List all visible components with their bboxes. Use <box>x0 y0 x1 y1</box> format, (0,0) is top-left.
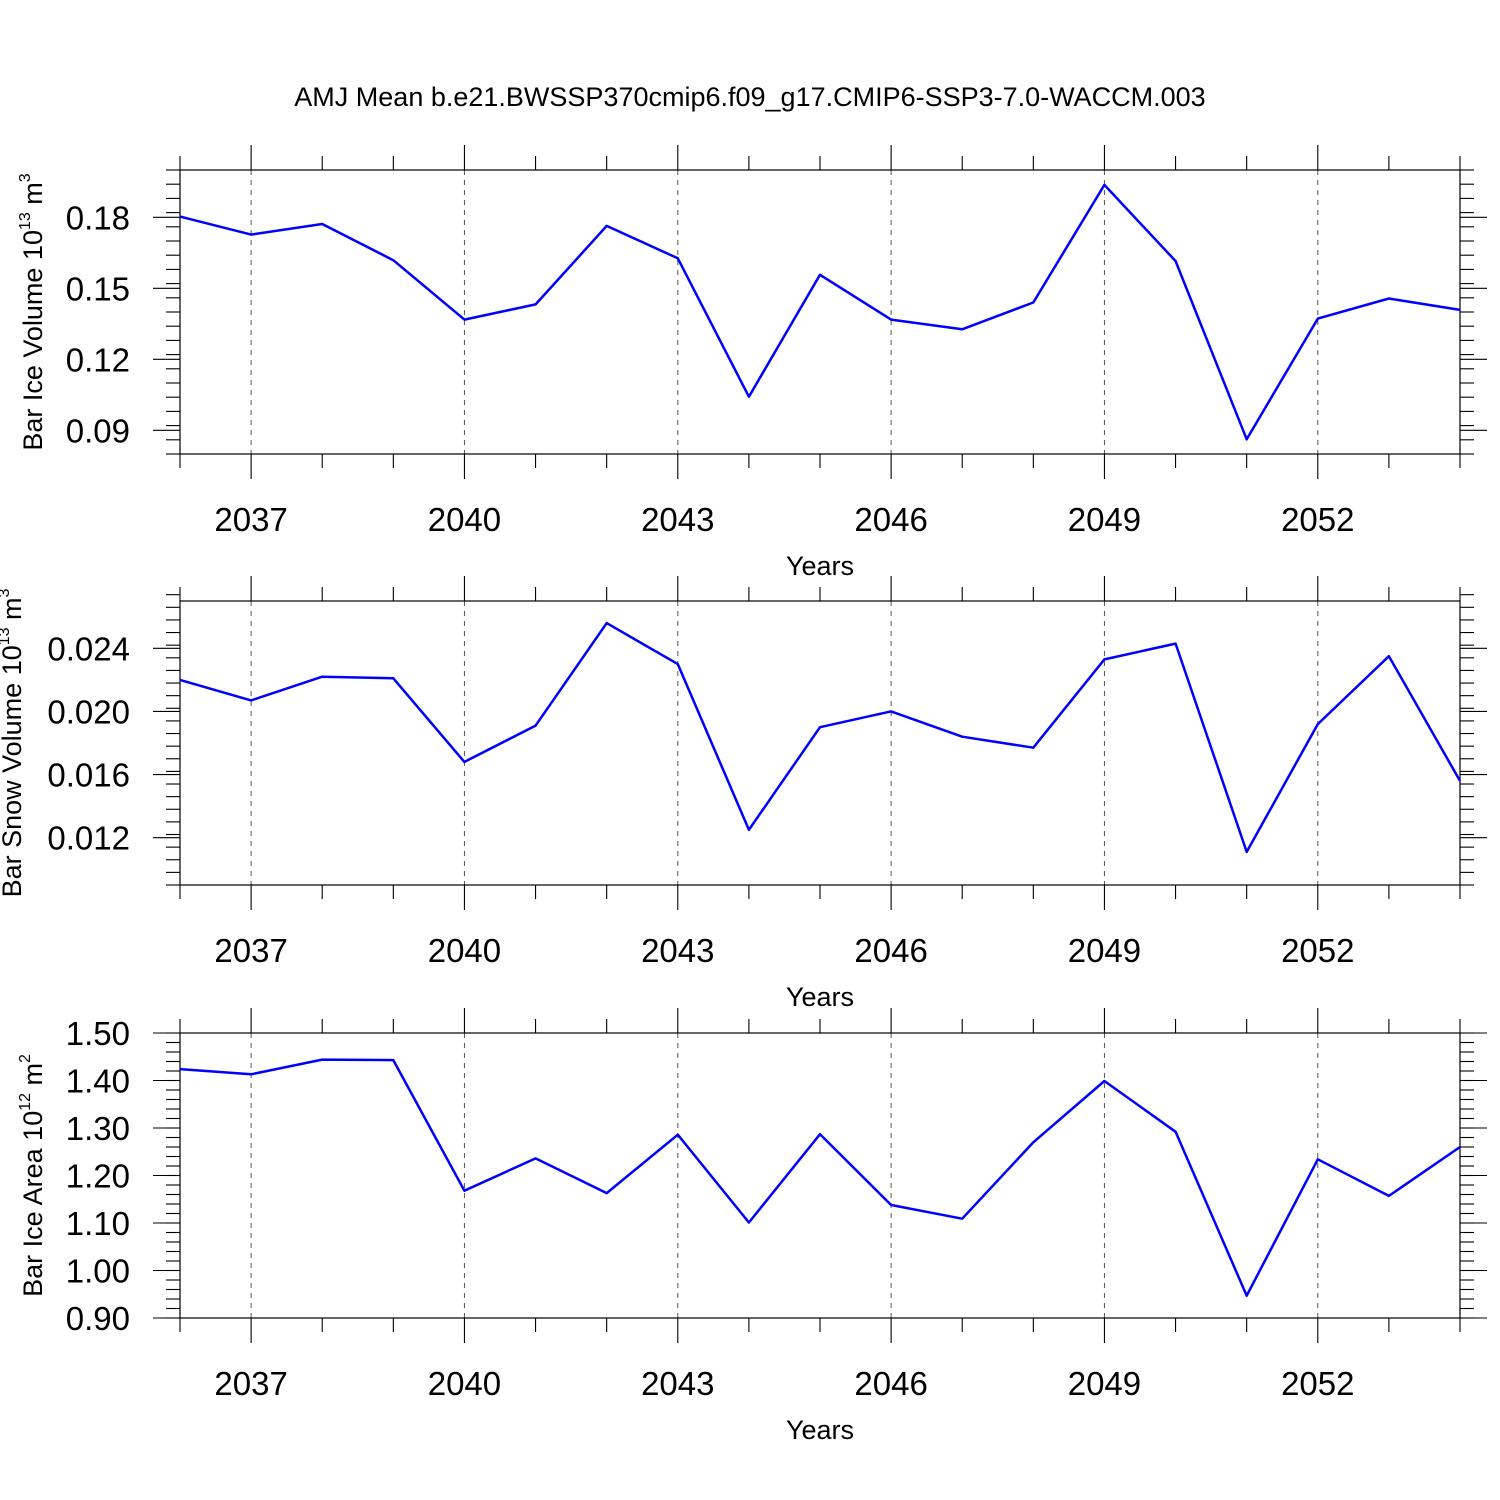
x-tick-label: 2043 <box>641 1365 714 1402</box>
y-tick-label: 0.016 <box>47 757 130 794</box>
x-tick-label: 2043 <box>641 501 714 538</box>
plot-frame <box>179 169 1461 455</box>
x-tick-label: 2052 <box>1281 932 1354 969</box>
panel-3: 2037 2040 2043 2046 2049 2052 0.90 1.00 1.10 1.20… <box>17 1008 1487 1445</box>
plot-frame <box>179 600 1461 886</box>
y-tick-label: 0.020 <box>47 693 130 730</box>
x-tick-label: 2040 <box>428 932 501 969</box>
y-tick-label: 0.18 <box>66 199 130 236</box>
plot-frame <box>179 1032 1461 1319</box>
y-tick-label: 1.20 <box>66 1158 130 1195</box>
y-axis-label-unit: m <box>18 1063 48 1093</box>
y-tick-label: 0.90 <box>66 1300 130 1337</box>
x-tick-label: 2037 <box>214 501 287 538</box>
y-axis-label-unit: m <box>0 597 27 627</box>
series-line-2 <box>179 621 1462 854</box>
x-tick-label: 2046 <box>854 932 927 969</box>
y-axis-label-exponent: 12 <box>17 1093 34 1111</box>
x-axis-label: Years <box>786 1415 854 1445</box>
x-tick-label: 2037 <box>214 1365 287 1402</box>
x-tick-label: 2037 <box>214 932 287 969</box>
y-tick-label: 1.10 <box>66 1205 130 1242</box>
x-tick-label: 2049 <box>1068 1365 1141 1402</box>
y-tick-label: 1.30 <box>66 1110 130 1147</box>
y-tick-label: 1.50 <box>66 1015 130 1052</box>
x-tick-label: 2049 <box>1068 932 1141 969</box>
y-axis-label-unit-exponent: 3 <box>0 588 13 597</box>
x-tick-label: 2052 <box>1281 1365 1354 1402</box>
x-tick-label: 2040 <box>428 1365 501 1402</box>
chart-title: AMJ Mean b.e21.BWSSP370cmip6.f09_g17.CMI… <box>294 82 1205 112</box>
series-line-1 <box>179 183 1461 441</box>
y-axis-label-unit-exponent: 3 <box>17 173 34 182</box>
y-tick-label: 0.12 <box>66 341 130 378</box>
y-axis-label-main: Bar Ice Area 10 <box>18 1111 48 1297</box>
x-tick-label: 2049 <box>1068 501 1141 538</box>
y-axis-label-main: Bar Ice Volume 10 <box>18 230 48 451</box>
chart-panels: 2037 2040 2043 2046 2049 2052 0.09 0.12 0.15 0.18… <box>0 145 1487 1445</box>
x-axis-label: Years <box>786 982 854 1012</box>
y-tick-label: 0.024 <box>47 630 130 667</box>
x-axis-label: Years <box>786 551 854 581</box>
y-tick-label: 0.09 <box>66 412 130 449</box>
x-tick-label: 2046 <box>854 501 927 538</box>
y-tick-label: 1.40 <box>66 1063 130 1100</box>
panel-2: 2037 2040 2043 2046 2049 2052 0.012 0.016 0.020 0… <box>0 576 1487 1012</box>
y-axis-label: Bar Ice Volume 1013 m3 <box>17 173 48 450</box>
x-tick-label: 2043 <box>641 932 714 969</box>
series-line-3 <box>179 1058 1461 1297</box>
x-tick-label: 2046 <box>854 1365 927 1402</box>
y-tick-label: 0.15 <box>66 270 130 307</box>
x-tick-label: 2052 <box>1281 501 1354 538</box>
y-axis-label: Bar Ice Area 1012 m2 <box>17 1054 48 1297</box>
panel-1: 2037 2040 2043 2046 2049 2052 0.09 0.12 0.15 0.18… <box>17 145 1487 581</box>
y-axis-label-main: Bar Snow Volume 10 <box>0 645 27 897</box>
y-axis-label: Bar Snow Volume 1013 m3 <box>0 588 27 897</box>
y-axis-label-exponent: 13 <box>17 212 34 230</box>
x-tick-label: 2040 <box>428 501 501 538</box>
y-axis-label-unit: m <box>18 182 48 212</box>
y-tick-label: 0.012 <box>47 820 130 857</box>
y-tick-label: 1.00 <box>66 1253 130 1290</box>
y-axis-label-exponent: 13 <box>0 627 13 645</box>
y-axis-label-unit-exponent: 2 <box>17 1054 34 1063</box>
